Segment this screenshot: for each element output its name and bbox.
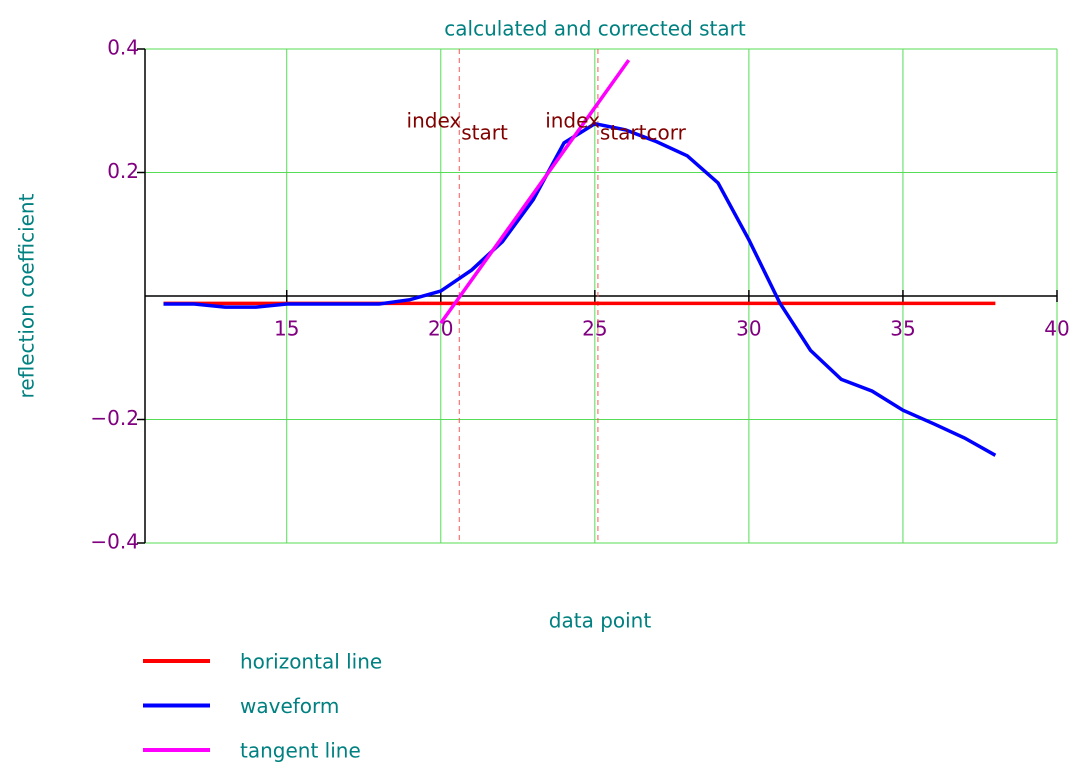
- x-tick-label: 25: [582, 317, 607, 341]
- marker-subscript: startcorr: [600, 121, 687, 145]
- y-axis-label: reflection coefficient: [15, 193, 39, 398]
- series-line: [439, 59, 631, 325]
- legend-label: tangent line: [240, 739, 361, 763]
- x-tick-label: 20: [428, 317, 453, 341]
- marker-label: index: [545, 109, 600, 133]
- marker-subscript: start: [461, 121, 508, 145]
- legend-label: waveform: [240, 694, 339, 718]
- x-tick-label: 30: [736, 317, 761, 341]
- marker-label: index: [407, 109, 462, 133]
- x-tick-label: 15: [274, 317, 299, 341]
- y-tick-label: −0.4: [90, 530, 139, 554]
- y-tick-label: −0.2: [90, 406, 139, 430]
- y-tick-label: 0.4: [107, 36, 139, 60]
- legend-label: horizontal line: [240, 650, 382, 674]
- y-tick-label: 0.2: [107, 159, 139, 183]
- x-tick-label: 40: [1044, 317, 1069, 341]
- x-tick-label: 35: [890, 317, 915, 341]
- x-axis-label: data point: [549, 609, 652, 633]
- series-line: [163, 121, 997, 457]
- chart-title: calculated and corrected start: [444, 17, 746, 41]
